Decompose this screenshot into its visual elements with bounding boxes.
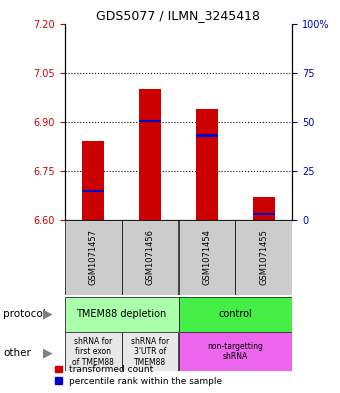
Bar — [82, 141, 104, 220]
Text: GSM1071455: GSM1071455 — [259, 230, 268, 285]
Text: non-targetting
shRNA: non-targetting shRNA — [207, 342, 264, 362]
Text: GSM1071456: GSM1071456 — [146, 230, 154, 285]
Text: protocol: protocol — [3, 309, 46, 320]
Text: shRNA for
3'UTR of
TMEM88: shRNA for 3'UTR of TMEM88 — [131, 337, 169, 367]
Bar — [65, 332, 121, 371]
Bar — [139, 119, 162, 122]
Bar — [253, 197, 275, 220]
Bar — [121, 332, 178, 371]
Bar — [139, 89, 162, 220]
Bar — [195, 109, 218, 220]
Bar — [178, 220, 235, 295]
Bar — [65, 297, 178, 332]
Bar — [121, 220, 178, 295]
Bar — [195, 134, 218, 136]
Bar — [178, 297, 292, 332]
Title: GDS5077 / ILMN_3245418: GDS5077 / ILMN_3245418 — [97, 9, 260, 22]
Legend: transformed count, percentile rank within the sample: transformed count, percentile rank withi… — [52, 362, 225, 389]
Bar — [178, 332, 292, 371]
Text: TMEM88 depletion: TMEM88 depletion — [76, 309, 167, 320]
Bar — [82, 190, 104, 192]
Bar — [235, 220, 292, 295]
Text: GSM1071457: GSM1071457 — [89, 230, 98, 285]
Text: control: control — [219, 309, 252, 320]
Text: other: other — [3, 347, 31, 358]
Text: shRNA for
first exon
of TMEM88: shRNA for first exon of TMEM88 — [72, 337, 114, 367]
Text: GSM1071454: GSM1071454 — [203, 230, 211, 285]
Text: ▶: ▶ — [43, 308, 53, 321]
Bar — [65, 220, 121, 295]
Bar — [253, 213, 275, 215]
Text: ▶: ▶ — [43, 346, 53, 359]
